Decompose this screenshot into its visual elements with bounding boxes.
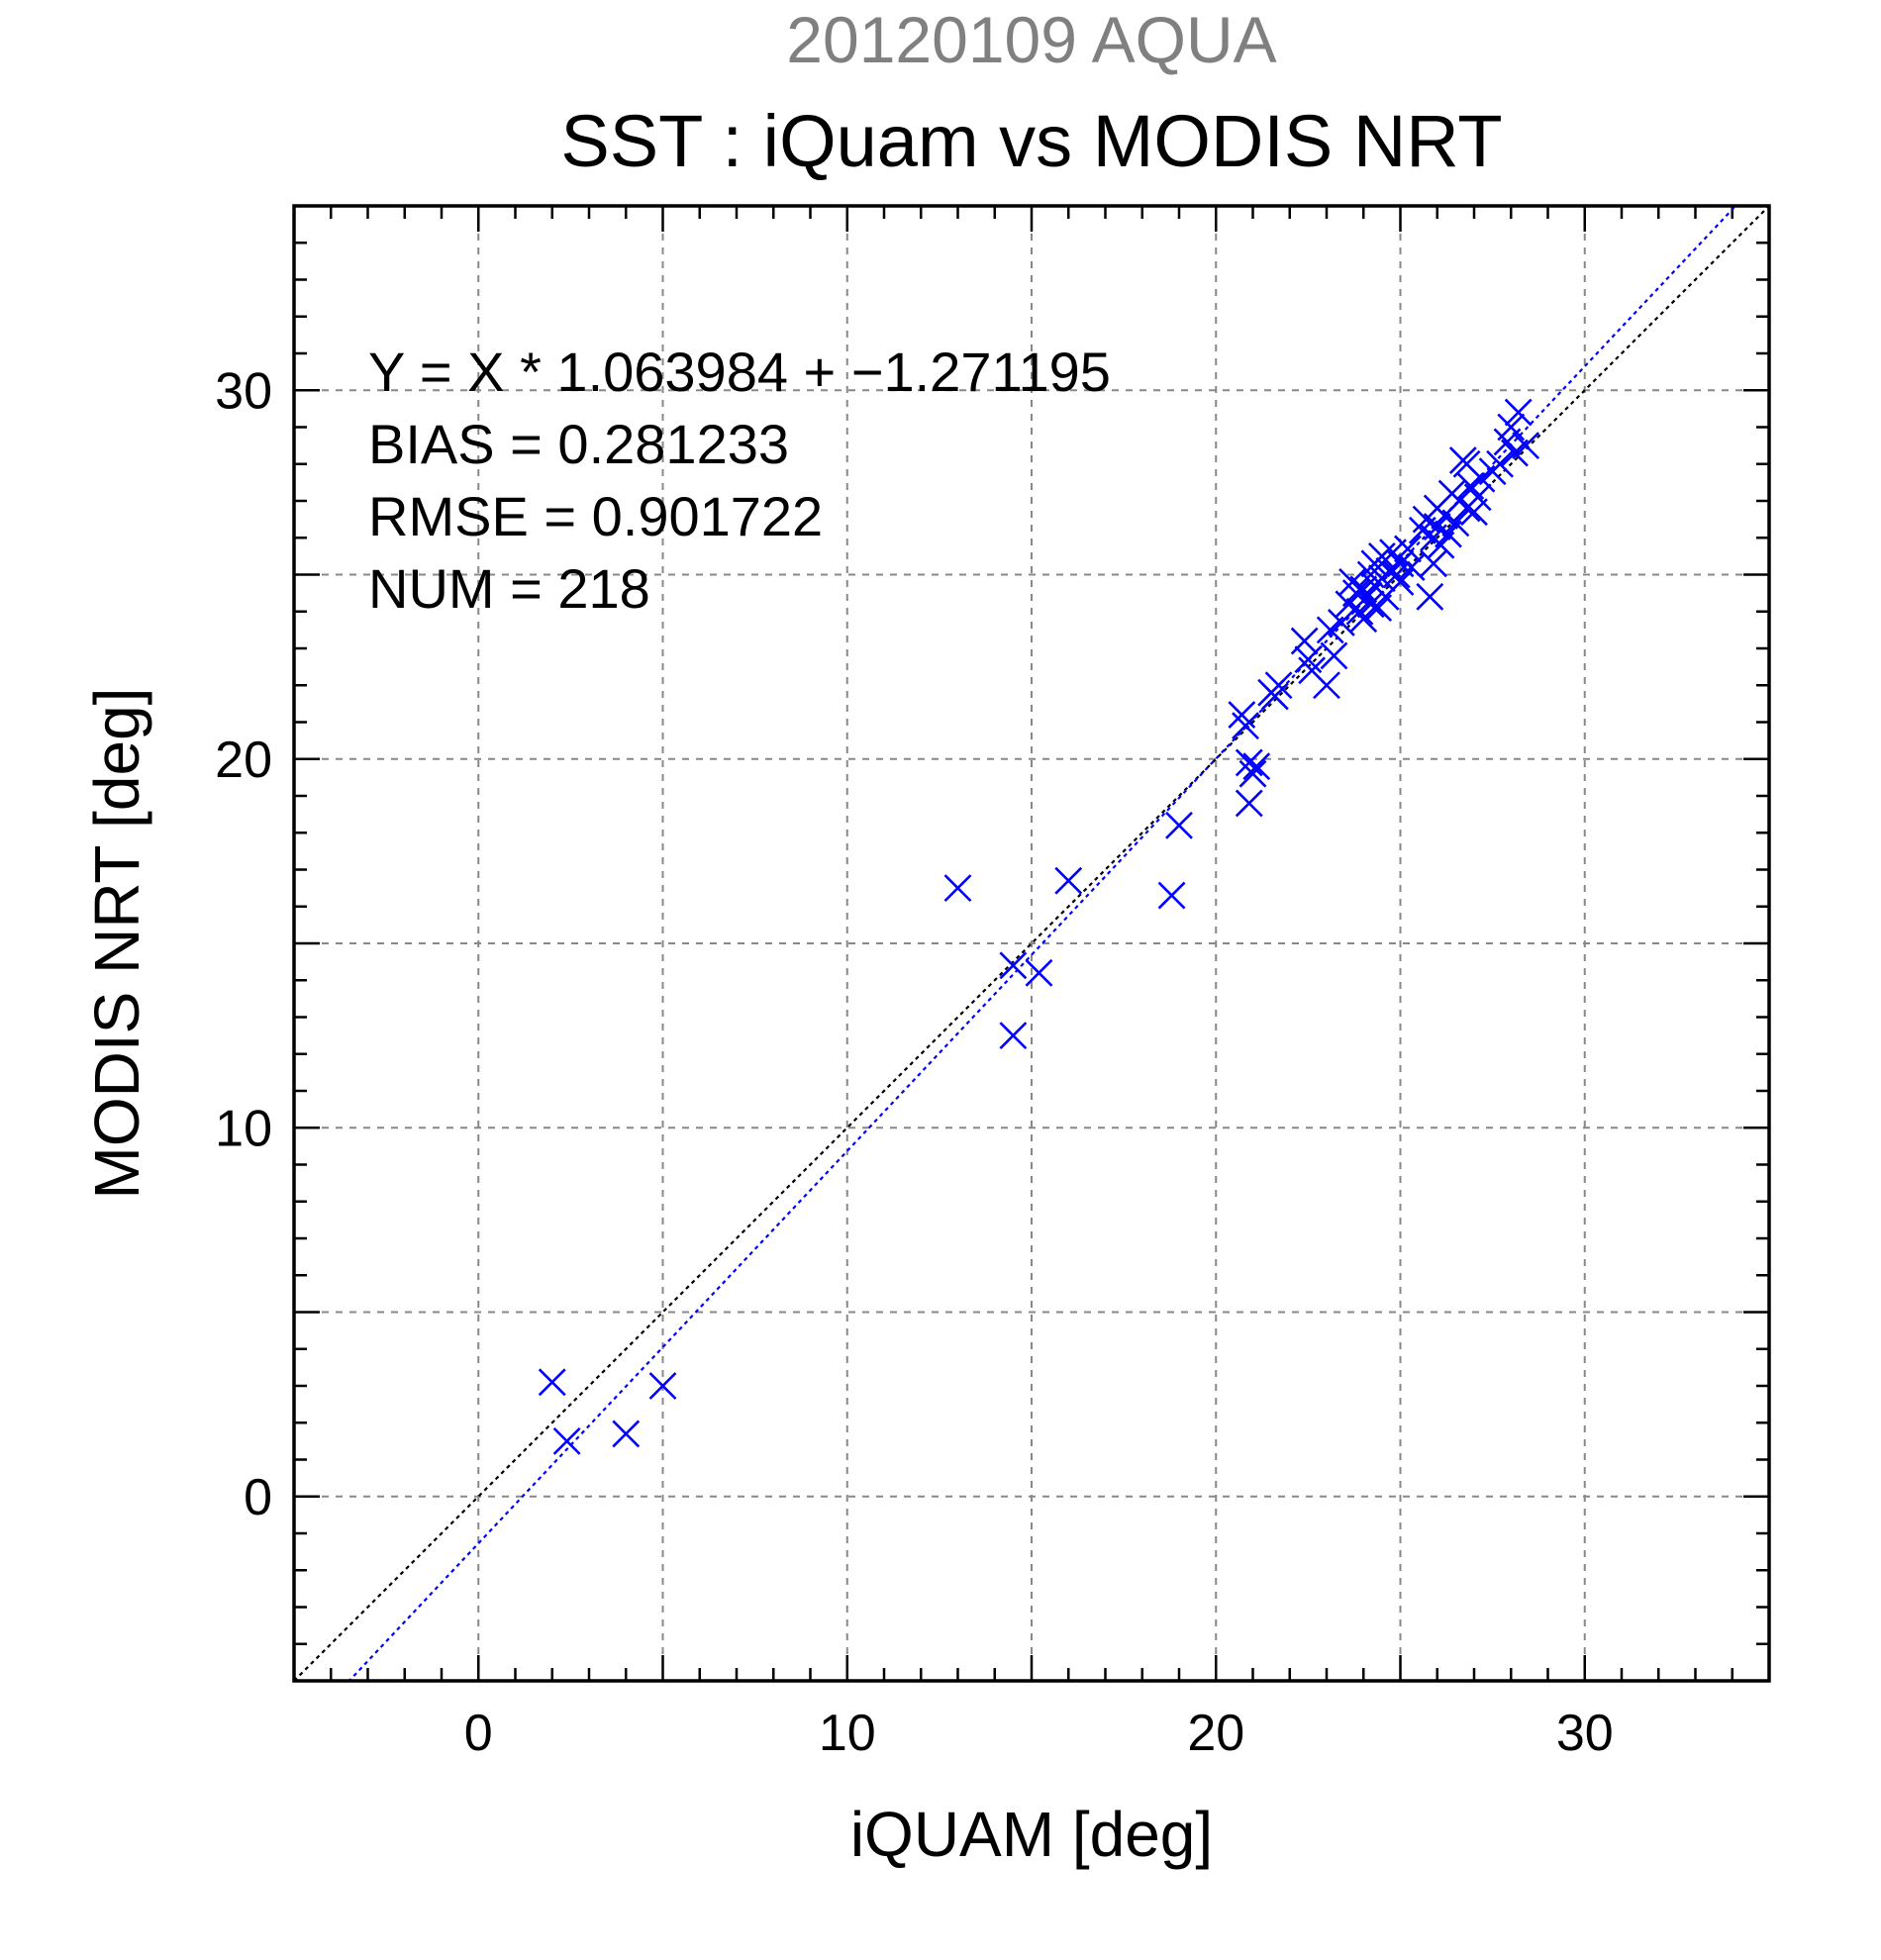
plot-frame [292, 204, 1771, 1683]
data-point [1420, 549, 1447, 578]
data-point [1356, 560, 1385, 589]
data-point [1416, 582, 1444, 611]
x-tick-label: 30 [1556, 1705, 1614, 1762]
data-point [943, 874, 972, 903]
data-point [1382, 560, 1411, 589]
y-tick-label: 0 [244, 1469, 272, 1526]
data-point [1463, 483, 1492, 512]
data-point [1497, 413, 1526, 441]
data-point [1054, 866, 1083, 895]
data-point [999, 1022, 1028, 1050]
chart-title: SST : iQuam vs MODIS NRT [560, 100, 1502, 182]
data-point [1486, 449, 1514, 478]
x-tick-label: 20 [1187, 1705, 1244, 1762]
x-tick-labels: 0 10 20 30 [464, 1705, 1614, 1762]
x-axis-label: iQUAM [deg] [850, 1799, 1213, 1870]
data-point [1367, 541, 1396, 570]
stat-num: NUM = 218 [368, 557, 650, 620]
data-point [1313, 671, 1340, 700]
y-tick-label: 10 [215, 1100, 272, 1157]
data-point [1235, 789, 1263, 818]
y-tick-label: 30 [215, 362, 272, 420]
grid [294, 206, 1769, 1681]
stat-bias: BIAS = 0.281233 [368, 413, 789, 475]
data-point [1157, 881, 1186, 910]
data-point [1294, 645, 1323, 674]
x-tick-label: 0 [464, 1705, 493, 1762]
data-point [612, 1420, 641, 1448]
data-point [1394, 535, 1422, 563]
data-point [1397, 553, 1426, 581]
data-point [1327, 609, 1355, 637]
data-point [1235, 748, 1263, 777]
data-point [1356, 590, 1385, 619]
data-point [538, 1368, 566, 1397]
chart-supertitle: 20120109 AQUA [786, 3, 1276, 76]
data-point [1320, 641, 1348, 670]
one-to-one-reference-line [294, 206, 1769, 1681]
stat-rmse: RMSE = 0.901722 [368, 485, 823, 547]
data-point [1504, 398, 1533, 427]
data-point [1242, 752, 1271, 781]
data-point [1341, 579, 1370, 608]
y-axis-label: MODIS NRT [deg] [81, 688, 152, 1200]
data-point [1165, 811, 1193, 839]
data-point [1025, 958, 1053, 987]
data-point [1512, 432, 1540, 460]
y-tick-label: 20 [215, 732, 272, 789]
data-point [999, 951, 1028, 980]
data-point [1232, 712, 1259, 740]
data-point [1349, 575, 1378, 604]
data-point [1441, 509, 1470, 538]
data-point [1238, 759, 1267, 788]
x-tick-label: 10 [819, 1705, 876, 1762]
regression-fit-line [347, 206, 1737, 1681]
data-point [1264, 671, 1293, 700]
data-point [1386, 568, 1415, 596]
data-point [648, 1372, 677, 1400]
data-point [1290, 627, 1319, 655]
y-tick-labels: 0 10 20 30 [215, 362, 272, 1526]
data-point [1349, 605, 1378, 634]
stat-equation: Y = X * 1.063984 + −1.271195 [368, 341, 1111, 403]
data-point [1228, 701, 1256, 729]
data-point [552, 1426, 581, 1455]
data-points [538, 398, 1540, 1455]
data-point [1260, 682, 1289, 711]
